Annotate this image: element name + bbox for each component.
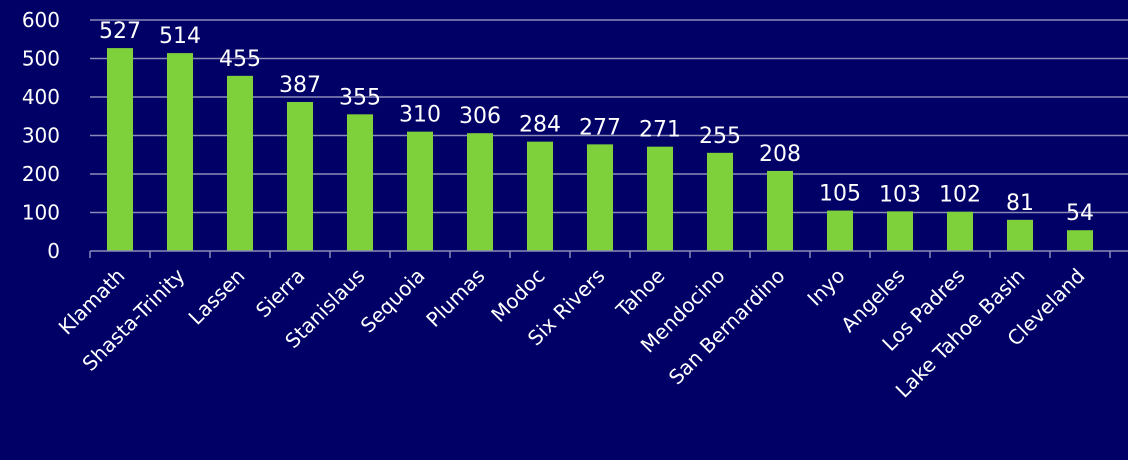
- data-label: 306: [459, 104, 501, 129]
- y-tick-label: 300: [22, 124, 60, 148]
- data-label: 105: [819, 182, 861, 207]
- bar-stanislaus: [347, 114, 373, 251]
- y-tick-label: 0: [47, 239, 60, 263]
- y-tick-label: 500: [22, 47, 60, 71]
- data-label: 102: [939, 183, 981, 208]
- data-label: 81: [1006, 191, 1034, 216]
- data-label: 310: [399, 103, 441, 128]
- y-tick-label: 400: [22, 85, 60, 109]
- bar-plumas: [467, 133, 493, 251]
- y-tick-label: 600: [22, 8, 60, 32]
- bar-san-bernardino: [767, 170, 793, 251]
- bar-los-padres: [947, 211, 973, 251]
- data-label: 387: [279, 73, 321, 98]
- bar-cleveland: [1067, 230, 1093, 251]
- data-label: 277: [579, 115, 621, 140]
- bar-angeles: [887, 211, 913, 251]
- y-tick-label: 100: [22, 201, 60, 225]
- bar-lake-tahoe-basin: [1007, 219, 1033, 251]
- bars: [107, 48, 1093, 252]
- y-tick-label: 200: [22, 162, 60, 186]
- data-label: 208: [759, 142, 801, 167]
- data-label: 271: [639, 118, 681, 143]
- bar-lassen: [227, 75, 253, 251]
- data-label: 355: [339, 85, 381, 110]
- data-label: 54: [1066, 201, 1094, 226]
- data-label: 284: [519, 113, 561, 138]
- data-label: 103: [879, 182, 921, 207]
- data-label: 527: [99, 19, 141, 44]
- bar-shasta-trinity: [167, 53, 193, 251]
- data-label: 455: [219, 47, 261, 72]
- bar-tahoe: [647, 146, 673, 251]
- bar-sierra: [287, 102, 313, 251]
- bar-mendocino: [707, 152, 733, 251]
- bar-sequoia: [407, 131, 433, 251]
- bar-inyo: [827, 210, 853, 251]
- bar-klamath: [107, 48, 133, 252]
- bar-modoc: [527, 141, 553, 251]
- data-label: 255: [699, 124, 741, 149]
- axes: [89, 250, 1128, 258]
- bar-six-rivers: [587, 144, 613, 251]
- data-label: 514: [159, 24, 201, 49]
